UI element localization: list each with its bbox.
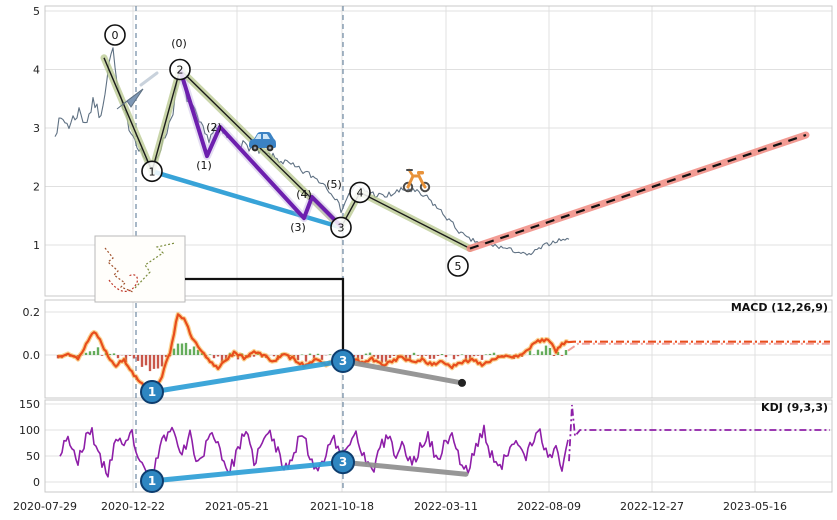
kdj-node-label: 3 (339, 455, 347, 469)
price-trendline-1-3 (149, 169, 344, 230)
macd-dif-line (57, 313, 569, 395)
wave-node-5 (447, 255, 469, 277)
x-tick-label: 2022-08-09 (517, 500, 581, 513)
wave-node-label: 5 (455, 260, 462, 273)
wave-node-1 (141, 160, 163, 183)
macd-y-tick-label: 0.2 (23, 306, 41, 319)
inset-pattern-brown-wave (104, 247, 134, 293)
price-y-tick-label: 2 (33, 181, 40, 194)
annotation-layer: (0) (1) (2) (3) (4) (5) 1 3 1 3 0 1 2 3 4 5 (94, 24, 810, 493)
x-tick-label: 2021-05-21 (205, 500, 269, 513)
macd-panel-border (44, 299, 833, 399)
kdj-y-tick-label: 150 (19, 398, 40, 411)
macd-y-tick-label: 0.0 (23, 349, 41, 362)
kdj-panel-border (44, 399, 833, 493)
kdj-blue-link (149, 459, 346, 484)
kdj-y-tick-label: 50 (26, 450, 40, 463)
macd-blue-link (149, 358, 346, 395)
kdj-y-tick-label: 0 (33, 476, 40, 489)
kdj-node-label: 1 (148, 474, 156, 488)
x-tick-label: 2023-05-16 (723, 500, 787, 513)
price-series-line (54, 47, 570, 256)
price-y-tick-label: 4 (33, 64, 40, 77)
wave-node-label: 1 (149, 165, 156, 178)
scooter-icon (402, 168, 431, 193)
x-tick-label: 2020-07-29 (13, 500, 77, 513)
price-panel-border (44, 5, 833, 297)
macd-node-label: 1 (148, 385, 156, 399)
wave-node-2 (169, 58, 191, 81)
wave-node-label: 2 (177, 64, 184, 77)
macd-node-label: 3 (339, 354, 347, 368)
macd-indicator-label: MACD (12,26,9) (731, 301, 828, 314)
titles-layer: MACD (12,26,9) KDJ (9,3,3) (731, 301, 828, 414)
kdj-node-1 (140, 469, 164, 493)
macd-signal-line (57, 312, 569, 396)
wave-node-label: 4 (357, 186, 364, 199)
inset-connector-line (185, 277, 345, 350)
price-y-tick-label: 3 (33, 122, 40, 135)
projection-dashed-line (469, 133, 807, 250)
wave-node-label: 3 (338, 221, 345, 234)
sub-wave-label: (0) (171, 37, 187, 50)
wave-node-label: 0 (112, 29, 119, 42)
macd-flat-tail (567, 342, 830, 352)
sub-wave-label: (2) (206, 121, 222, 134)
macd-node-3 (331, 349, 355, 373)
x-tick-label: 2022-03-11 (414, 500, 478, 513)
sub-wave-label: (5) (326, 178, 342, 191)
x-tick-label: 2020-12-22 (101, 500, 165, 513)
inset-pattern-green-wave (134, 242, 176, 289)
wave-node-4 (349, 181, 371, 204)
wave-node-0 (104, 24, 126, 46)
inset-pattern-thumbnail (94, 235, 186, 303)
kdj-gray-link (340, 459, 469, 477)
sub-wave-line (178, 68, 343, 228)
macd-gray-link (340, 358, 465, 386)
inset-pattern-red-curl (108, 274, 139, 292)
wave-node-3 (330, 216, 352, 239)
sub-wave-label: (1) (196, 159, 212, 172)
x-tick-label: 2021-10-18 (310, 500, 374, 513)
macd-gray-link-end-dot (458, 378, 466, 387)
price-y-tick-label: 5 (33, 5, 40, 18)
kdj-indicator-label: KDJ (9,3,3) (761, 401, 828, 414)
x-tick-label: 2022-12-27 (620, 500, 684, 513)
kdj-line (59, 424, 569, 482)
kdj-node-3 (331, 450, 355, 475)
plane-icon (115, 71, 159, 111)
sub-wave-label: (3) (290, 221, 306, 234)
kdj-y-tick-label: 100 (19, 424, 40, 437)
major-wave-line (103, 57, 471, 250)
sub-wave-label: (4) (296, 188, 312, 201)
price-y-tick-label: 1 (33, 239, 40, 252)
macd-node-1 (140, 380, 164, 404)
